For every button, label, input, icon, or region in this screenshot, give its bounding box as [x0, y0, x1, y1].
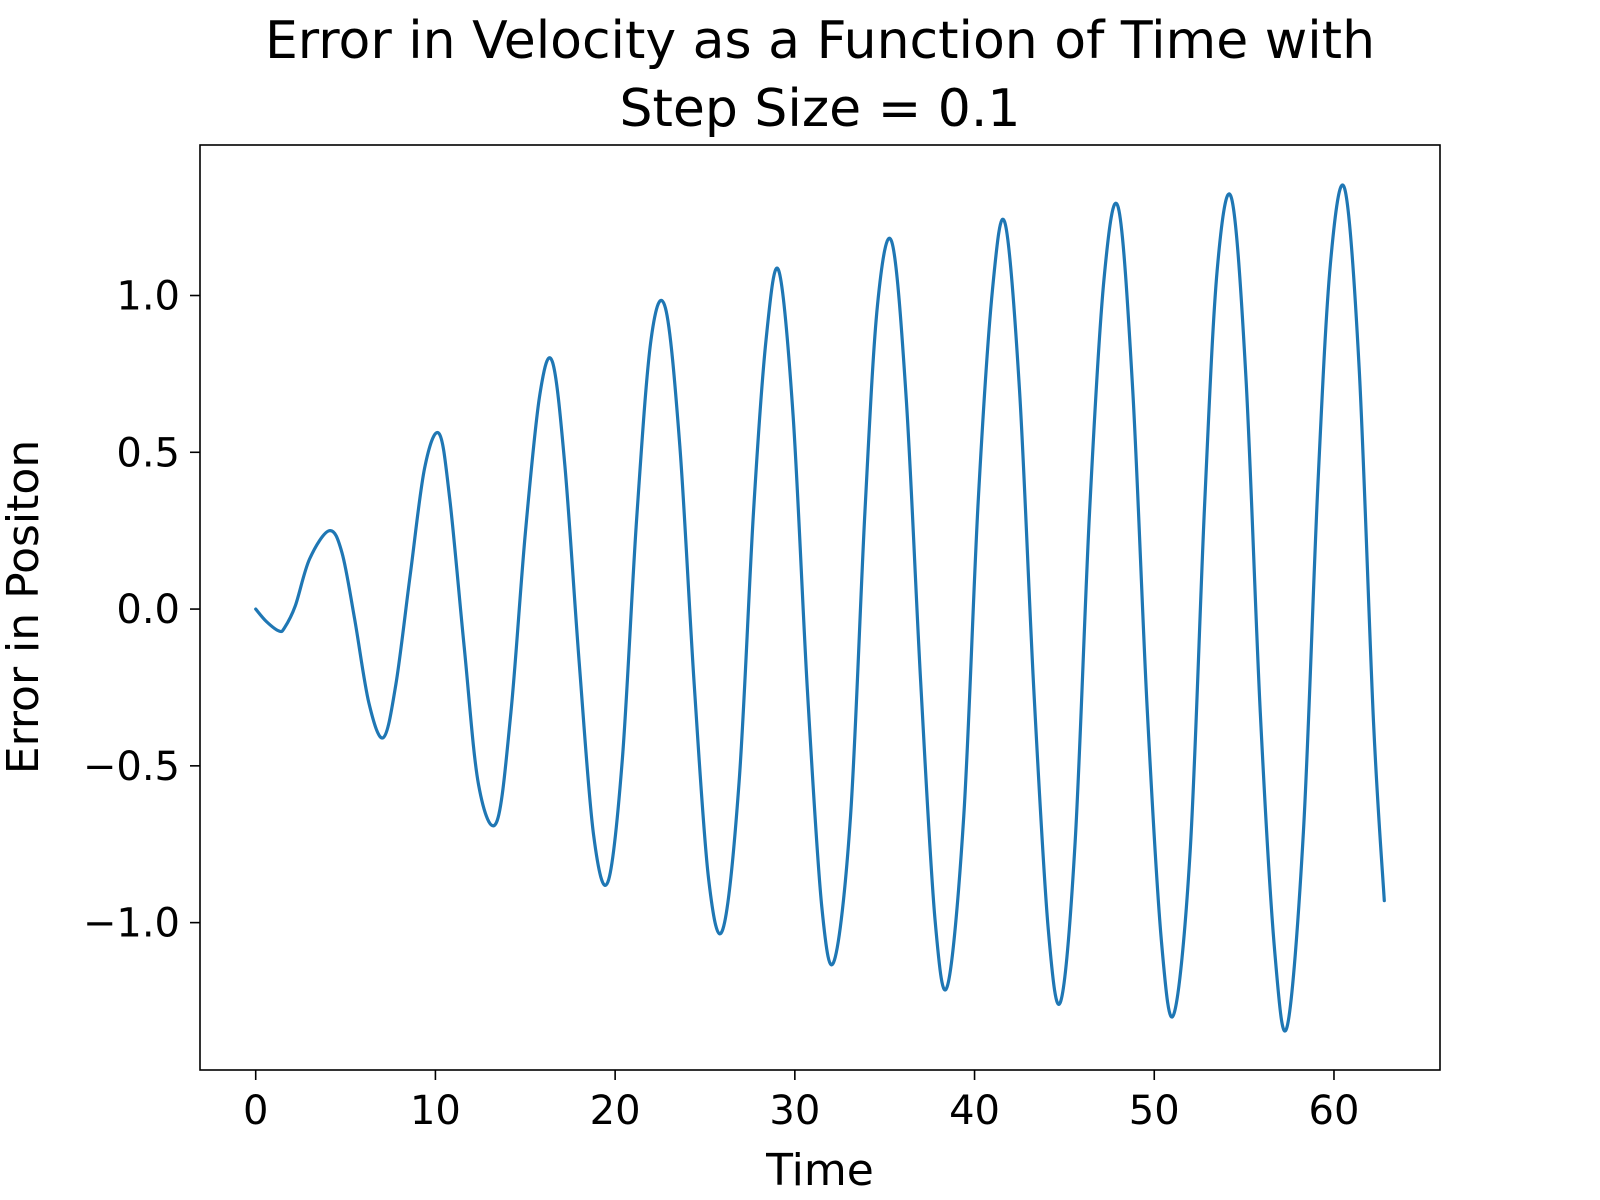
y-axis-label: Error in Positon [0, 440, 49, 774]
y-axis: −1.0 −0.5 0.0 0.5 1.0 [83, 274, 200, 947]
x-axis: 0 10 20 30 40 50 60 [243, 1070, 1359, 1134]
x-tick-label: 50 [1129, 1088, 1180, 1134]
y-tick-label: −0.5 [83, 744, 180, 790]
x-axis-label: Time [765, 1145, 874, 1196]
plot-frame [199, 144, 1441, 1071]
x-tick-label: 20 [590, 1088, 641, 1134]
chart-title-line-1: Error in Velocity as a Function of Time … [265, 11, 1375, 71]
y-tick-label: 0.0 [116, 587, 180, 633]
y-tick-label: −1.0 [83, 901, 180, 947]
x-tick-label: 40 [949, 1088, 1000, 1134]
x-tick-label: 10 [410, 1088, 461, 1134]
chart-title-line-2: Step Size = 0.1 [620, 79, 1021, 139]
x-tick-label: 30 [769, 1088, 820, 1134]
series-line [254, 183, 1386, 1033]
y-tick-label: 0.5 [116, 430, 180, 476]
plot-area [199, 144, 1441, 1071]
x-tick-label: 60 [1309, 1088, 1360, 1134]
y-tick-label: 1.0 [116, 274, 180, 320]
x-tick-label: 0 [243, 1088, 268, 1134]
